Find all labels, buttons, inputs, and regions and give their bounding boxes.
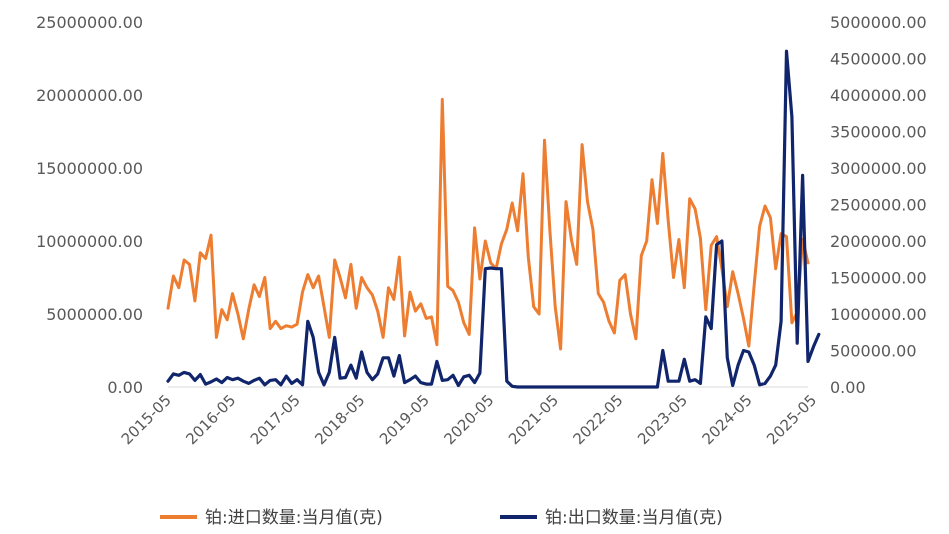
right-axis-tick-label: 0.00 xyxy=(830,378,866,397)
left-axis-tick-label: 0.00 xyxy=(107,378,143,397)
right-axis-tick-label: 2000000.00 xyxy=(830,232,927,251)
x-axis-tick-label: 2018-05 xyxy=(311,391,368,448)
right-axis-tick-label: 4500000.00 xyxy=(830,50,927,69)
x-axis-tick-label: 2016-05 xyxy=(182,391,239,448)
right-axis-tick-label: 5000000.00 xyxy=(830,13,927,32)
right-axis-tick-label: 3000000.00 xyxy=(830,159,927,178)
right-axis-tick-label: 2500000.00 xyxy=(830,196,927,215)
right-axis-tick-label: 3500000.00 xyxy=(830,123,927,142)
x-axis-ticks: 2015-05 2016-05 2017-05 2018-05 2019-05 2020-… xyxy=(118,391,820,448)
x-axis-tick-label: 2015-05 xyxy=(118,391,175,448)
x-axis-tick-label: 2022-05 xyxy=(570,391,627,448)
x-axis-tick-label: 2023-05 xyxy=(634,391,691,448)
series-line-export xyxy=(166,49,821,389)
right-axis-tick-label: 1000000.00 xyxy=(830,305,927,324)
x-axis-tick-label: 2024-05 xyxy=(699,391,756,448)
left-axis-ticks: 0.00 5000000.00 10000000.00 15000000.00 2000… xyxy=(36,13,143,397)
right-axis-tick-label: 500000.00 xyxy=(830,342,917,361)
legend: 铂:进口数量:当月值(克) 铂:出口数量:当月值(克) xyxy=(160,508,723,528)
left-axis-tick-label: 15000000.00 xyxy=(36,159,143,178)
left-axis-tick-label: 25000000.00 xyxy=(36,13,143,32)
x-axis-tick-label: 2017-05 xyxy=(247,391,304,448)
right-axis-tick-label: 4000000.00 xyxy=(830,86,927,105)
x-axis-tick-label: 2021-05 xyxy=(505,391,562,448)
x-axis-tick-label: 2019-05 xyxy=(376,391,433,448)
x-axis-tick-label: 2020-05 xyxy=(440,391,497,448)
left-axis-tick-label: 5000000.00 xyxy=(46,305,143,324)
left-axis-tick-label: 10000000.00 xyxy=(36,232,143,251)
legend-label-export: 铂:出口数量:当月值(克) xyxy=(545,508,723,528)
right-axis-ticks: 0.00 500000.00 1000000.00 1500000.00 2000000… xyxy=(830,13,927,397)
series-lines xyxy=(166,49,821,389)
x-axis-tick-label: 2025-05 xyxy=(763,391,820,448)
series-line-import xyxy=(166,97,810,351)
legend-label-import: 铂:进口数量:当月值(克) xyxy=(205,508,383,528)
right-axis-tick-label: 1500000.00 xyxy=(830,269,927,288)
left-axis-tick-label: 20000000.00 xyxy=(36,86,143,105)
